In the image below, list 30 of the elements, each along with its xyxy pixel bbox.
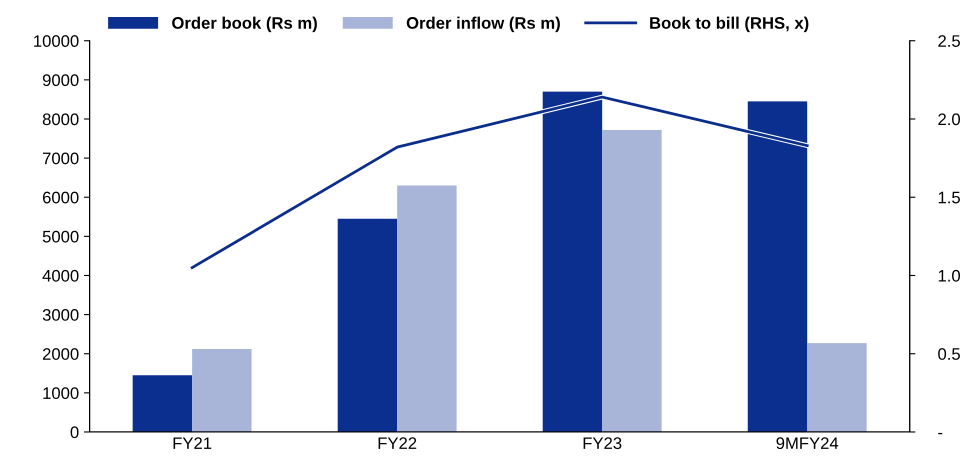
y2-tick-label: -	[938, 432, 942, 434]
x-tick-label: FY23	[584, 437, 622, 450]
bar	[602, 130, 662, 432]
y2-tick-label: 0.5	[938, 348, 960, 360]
legend-label: Order book (Rs m)	[172, 16, 317, 32]
x-tick-label: 9MFY24	[776, 437, 838, 450]
bar	[192, 349, 252, 432]
y2-tick-label: 1.0	[938, 270, 960, 282]
x-tick-label: FY21	[174, 437, 212, 449]
y-tick-label: 7000	[42, 152, 79, 164]
legend-label: Book to bill (RHS, x)	[650, 16, 808, 32]
y-tick-label: 2000	[42, 348, 79, 360]
bar	[132, 375, 192, 432]
y2-tick-label: 2.5	[938, 35, 960, 47]
legend-label: Order inflow (Rs m)	[406, 16, 560, 32]
y-tick-label: 0	[70, 426, 79, 438]
y-tick-label: 5000	[42, 230, 79, 243]
y-tick-label: 4000	[42, 270, 79, 282]
y-tick-label: 1000	[43, 387, 79, 400]
y-tick-label: 8000	[42, 113, 79, 126]
y2-tick-label: 2.0	[938, 113, 960, 126]
y-tick-label: 3000	[42, 309, 79, 321]
y-tick-label: 9000	[42, 74, 79, 86]
bar	[807, 343, 867, 432]
y-tick-label: 10000	[34, 35, 79, 47]
y-tick-label: 6000	[42, 192, 79, 204]
bar	[397, 186, 457, 432]
bar	[338, 218, 398, 432]
y2-tick-label: 1.5	[938, 192, 960, 204]
x-tick-label: FY22	[378, 437, 416, 449]
